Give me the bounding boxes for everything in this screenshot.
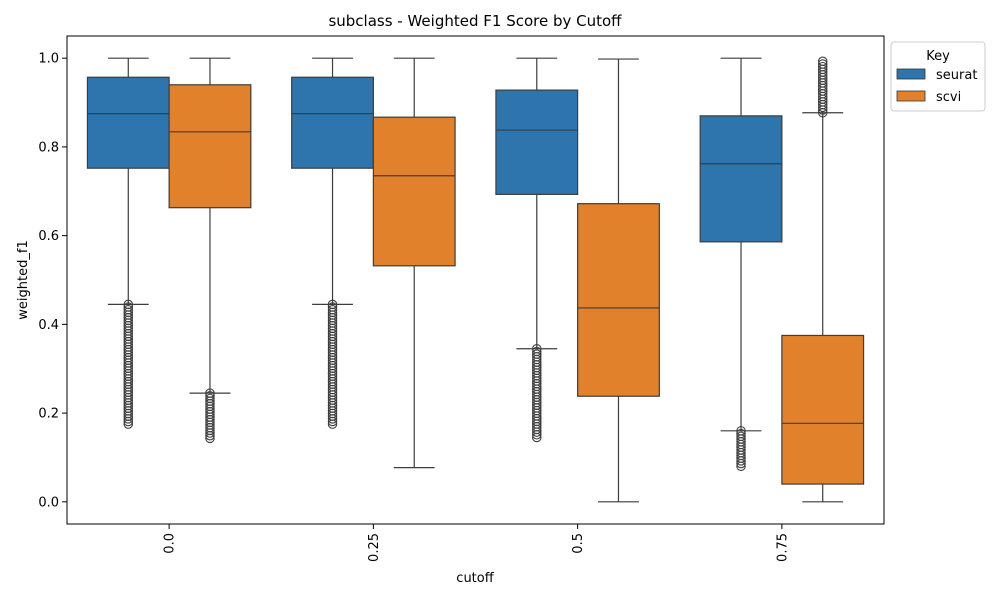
outlier-point: [123, 304, 134, 315]
legend-label-seurat: seurat: [936, 68, 977, 83]
outlier-point: [327, 299, 338, 310]
outlier-point: [123, 299, 134, 310]
box-seurat-3: [699, 57, 783, 472]
x-tick-label: 0.0: [163, 533, 178, 554]
box-iqr: [495, 89, 579, 195]
y-axis: 0.0 0.2 0.4 0.6 0.8 1.0: [38, 52, 67, 510]
outliers: [205, 388, 215, 444]
box-iqr: [781, 334, 865, 485]
chart-title: subclass - Weighted F1 Score by Cutoff: [328, 12, 622, 30]
outlier-point: [123, 302, 134, 312]
box-iqr: [699, 115, 783, 243]
legend-label-scvi: scvi: [936, 90, 961, 105]
outlier-point: [736, 428, 746, 439]
y-axis-label: weighted_f1: [16, 240, 31, 319]
box-seurat-1: [291, 57, 374, 429]
outliers: [123, 299, 134, 429]
box-scvi-3: [781, 56, 865, 503]
box-iqr: [372, 116, 456, 267]
box-seurat-0: [86, 57, 170, 429]
outlier-point: [327, 302, 338, 312]
x-tick-label: 0.25: [367, 533, 382, 562]
outlier-point: [817, 61, 828, 72]
outliers: [736, 426, 746, 472]
legend-title: Key: [926, 49, 950, 64]
y-tick-label: 0.2: [38, 407, 59, 422]
outlier-point: [205, 391, 215, 401]
outlier-point: [205, 393, 215, 404]
y-tick-label: 0.8: [38, 140, 59, 155]
outlier-point: [532, 344, 542, 354]
box-scvi-2: [577, 58, 660, 503]
box-iqr: [291, 76, 374, 169]
legend: Key seurat scvi: [890, 41, 986, 112]
outlier-point: [327, 304, 338, 315]
plot-area: [86, 56, 865, 503]
box-seurat-2: [495, 57, 579, 443]
x-axis: 0.0 0.25 0.5 0.75: [163, 524, 790, 562]
x-tick-label: 0.75: [775, 533, 790, 562]
x-axis-label: cutoff: [456, 571, 494, 586]
outlier-point: [736, 431, 746, 442]
box-scvi-1: [372, 57, 456, 469]
y-tick-label: 0.4: [38, 318, 59, 333]
plot-frame: [66, 35, 885, 525]
outliers: [532, 344, 542, 443]
box-scvi-0: [168, 57, 252, 444]
outlier-point: [817, 59, 828, 69]
outlier-point: [532, 349, 542, 359]
y-tick-label: 0.6: [38, 229, 59, 244]
outlier-point: [532, 346, 542, 357]
outlier-point: [736, 426, 746, 436]
box-iqr: [577, 203, 660, 397]
legend-swatch-scvi: [896, 90, 926, 102]
outliers: [327, 299, 338, 429]
x-tick-label: 0.5: [571, 533, 586, 554]
outlier-point: [817, 56, 828, 67]
y-tick-label: 0.0: [38, 495, 59, 510]
box-iqr: [168, 84, 252, 209]
legend-swatch-seurat: [896, 68, 926, 80]
outliers: [817, 56, 828, 118]
outlier-point: [205, 388, 215, 398]
y-tick-label: 1.0: [38, 52, 59, 67]
box-iqr: [86, 76, 170, 169]
